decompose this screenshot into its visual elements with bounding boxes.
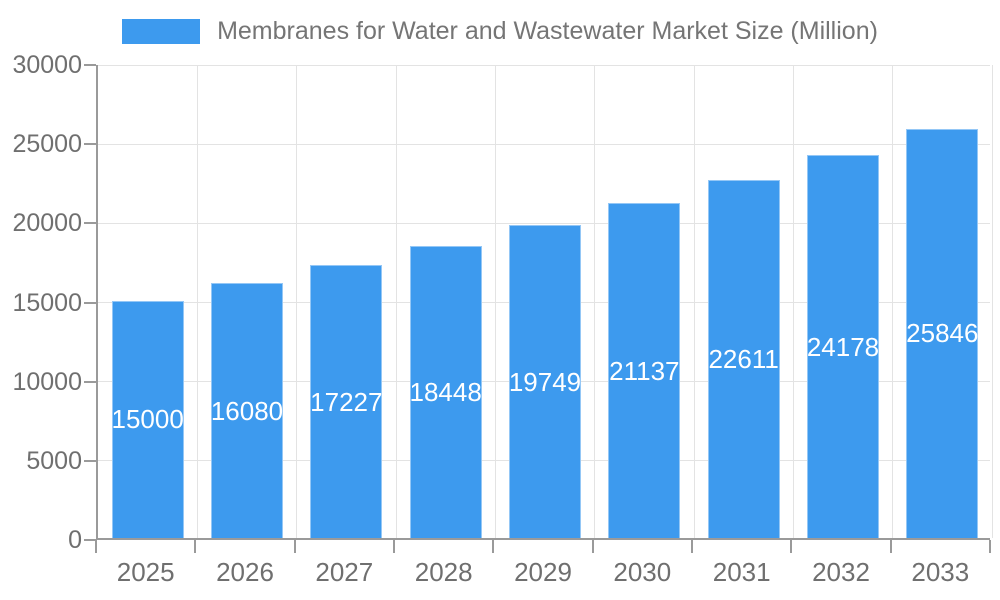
bar[interactable]: 18448 xyxy=(409,245,482,538)
gridline-vertical xyxy=(792,65,794,538)
bar[interactable]: 22611 xyxy=(707,180,780,538)
bar-value-label: 15000 xyxy=(111,404,184,435)
x-axis-tick-label: 2027 xyxy=(315,557,374,587)
legend-label: Membranes for Water and Wastewater Marke… xyxy=(217,17,878,45)
x-axis-tick xyxy=(293,540,296,553)
gridline-vertical xyxy=(594,65,596,538)
y-axis-tick-label: 10000 xyxy=(12,367,82,396)
x-axis-tick xyxy=(691,540,693,553)
x-axis-tick-label: 2029 xyxy=(514,557,572,587)
bar[interactable]: 21137 xyxy=(608,203,681,538)
bar-value-label: 24178 xyxy=(806,331,880,362)
plot-area: 15000 16080 17227 18448 19749 21137 22611 24178… xyxy=(96,64,993,540)
bar-value-label: 19749 xyxy=(508,366,582,397)
y-axis-tick-label: 30000 xyxy=(12,51,82,79)
x-axis-tick xyxy=(95,540,97,553)
bar[interactable]: 24178 xyxy=(807,155,879,538)
y-axis-tick-label: 5000 xyxy=(26,446,82,475)
y-axis-tick-label: 25000 xyxy=(12,130,82,159)
x-axis-tick xyxy=(591,540,594,553)
bar[interactable]: 17227 xyxy=(310,265,382,538)
y-axis-tick xyxy=(84,143,96,146)
gridline-vertical xyxy=(892,65,894,538)
bar-value-label: 17227 xyxy=(310,386,383,417)
x-axis-tick-label: 2033 xyxy=(911,557,970,587)
y-axis-tick-label: 20000 xyxy=(12,209,82,238)
legend[interactable]: Membranes for Water and Wastewater Marke… xyxy=(0,17,1000,46)
x-axis-tick xyxy=(889,540,892,553)
y-axis-tick xyxy=(84,539,96,541)
bar[interactable]: 19749 xyxy=(509,225,581,538)
legend-swatch[interactable] xyxy=(122,19,201,44)
gridline-vertical xyxy=(494,65,496,538)
x-axis-tick xyxy=(393,540,395,553)
gridline-vertical xyxy=(296,65,298,538)
gridline-horizontal xyxy=(98,143,990,145)
gridline-horizontal xyxy=(98,64,990,66)
bar[interactable]: 25846 xyxy=(906,128,979,538)
bar[interactable]: 16080 xyxy=(211,283,283,538)
y-axis-tick xyxy=(84,222,96,225)
gridline-horizontal xyxy=(98,222,990,224)
bar-value-label: 22611 xyxy=(708,344,779,374)
y-axis-tick-label: 15000 xyxy=(12,288,82,317)
gridline-vertical xyxy=(395,65,397,538)
x-axis-tick xyxy=(194,540,197,553)
y-axis-tick xyxy=(84,380,96,383)
gridline-vertical xyxy=(693,65,695,538)
bar-value-label: 16080 xyxy=(210,395,284,426)
bar-value-label: 21137 xyxy=(609,355,680,386)
x-axis-tick-label: 2032 xyxy=(812,557,870,587)
bar-value-label: 25846 xyxy=(906,318,979,349)
y-axis-tick xyxy=(84,64,96,66)
gridline-vertical xyxy=(196,65,198,538)
y-axis-tick xyxy=(84,459,96,462)
x-axis-tick-label: 2025 xyxy=(116,557,175,587)
bar[interactable]: 15000 xyxy=(111,300,184,538)
gridline-vertical xyxy=(991,65,993,538)
x-axis-tick xyxy=(492,540,495,553)
y-axis-tick xyxy=(84,301,96,304)
x-axis-tick xyxy=(790,540,793,553)
x-axis-tick-label: 2026 xyxy=(216,557,274,587)
x-axis-tick-label: 2031 xyxy=(712,557,771,587)
x-axis-tick-label: 2028 xyxy=(414,557,473,587)
bar-value-label: 18448 xyxy=(409,376,482,407)
x-axis-tick-label: 2030 xyxy=(613,557,672,587)
x-axis-tick xyxy=(989,540,991,553)
y-axis-tick-label: 0 xyxy=(68,526,82,554)
